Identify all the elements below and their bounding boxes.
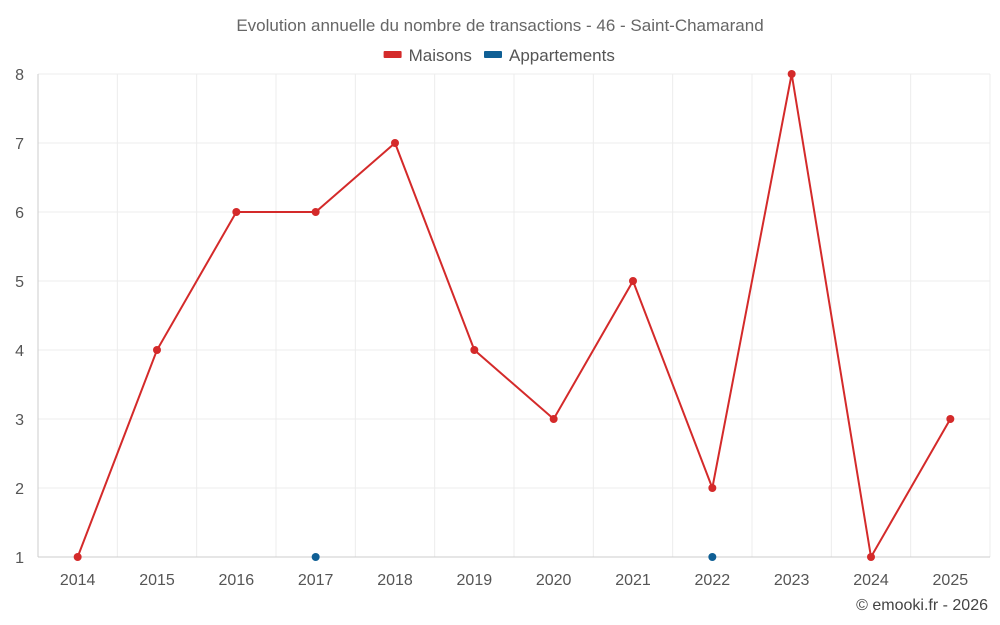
data-point-maisons[interactable] bbox=[946, 415, 955, 423]
x-tick-label: 2025 bbox=[933, 572, 969, 589]
data-point-maisons[interactable] bbox=[867, 553, 875, 561]
legend-label-appartements[interactable]: Appartements bbox=[509, 46, 615, 65]
x-tick-label: 2018 bbox=[377, 572, 413, 589]
y-tick-label: 1 bbox=[15, 550, 24, 567]
x-tick-label: 2024 bbox=[853, 572, 889, 589]
data-point-appartements[interactable] bbox=[311, 553, 320, 561]
x-tick-label: 2020 bbox=[536, 572, 572, 589]
data-point-maisons[interactable] bbox=[549, 415, 558, 423]
credit-text: © emooki.fr - 2026 bbox=[856, 597, 988, 614]
x-tick-label: 2017 bbox=[298, 572, 334, 589]
x-tick-label: 2016 bbox=[219, 572, 255, 589]
data-point-maisons[interactable] bbox=[708, 484, 717, 492]
series-layer bbox=[73, 70, 955, 561]
legend: Maisons Appartements bbox=[383, 46, 615, 65]
y-tick-label: 4 bbox=[15, 343, 24, 360]
y-tick-label: 2 bbox=[15, 481, 24, 498]
data-point-maisons[interactable] bbox=[232, 208, 241, 216]
data-point-maisons[interactable] bbox=[787, 70, 796, 78]
y-tick-label: 8 bbox=[15, 67, 24, 84]
grid bbox=[37, 73, 991, 558]
legend-label-maisons[interactable]: Maisons bbox=[409, 46, 472, 65]
data-point-appartements[interactable] bbox=[708, 553, 717, 561]
series-line-maisons bbox=[76, 73, 952, 560]
y-tick-label: 5 bbox=[15, 274, 24, 291]
y-tick-label: 3 bbox=[15, 412, 24, 429]
x-axis: 2014 2015 2016 2017 2018 2019 2020 2021 2022 2023… bbox=[60, 572, 968, 589]
data-point-maisons[interactable] bbox=[73, 553, 82, 561]
data-point-maisons[interactable] bbox=[629, 277, 637, 285]
y-tick-label: 7 bbox=[15, 136, 24, 153]
y-tick-label: 6 bbox=[15, 205, 24, 222]
x-tick-label: 2022 bbox=[695, 572, 731, 589]
x-tick-label: 2014 bbox=[60, 572, 96, 589]
data-point-maisons[interactable] bbox=[391, 139, 399, 147]
y-axis: 1 2 3 4 5 6 7 8 bbox=[15, 67, 24, 567]
data-point-maisons[interactable] bbox=[153, 346, 161, 354]
legend-swatch-maisons[interactable] bbox=[383, 51, 402, 58]
x-tick-label: 2023 bbox=[774, 572, 810, 589]
legend-swatch-appartements[interactable] bbox=[484, 51, 502, 58]
x-tick-label: 2015 bbox=[139, 572, 175, 589]
x-tick-label: 2019 bbox=[457, 572, 493, 589]
data-point-maisons[interactable] bbox=[311, 208, 320, 216]
data-point-maisons[interactable] bbox=[470, 346, 479, 354]
chart-title: Evolution annuelle du nombre de transact… bbox=[236, 16, 763, 35]
x-tick-label: 2021 bbox=[615, 572, 651, 589]
